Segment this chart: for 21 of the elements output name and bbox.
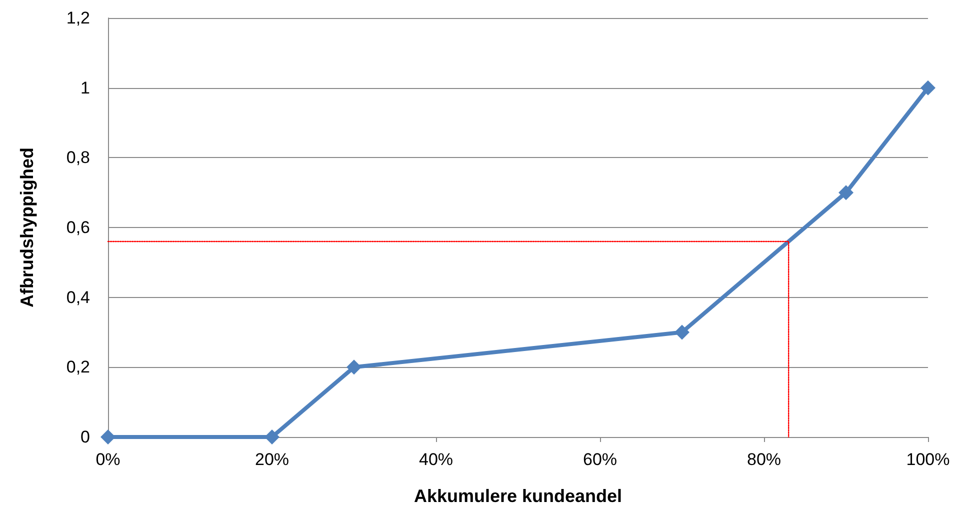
point	[674, 324, 690, 340]
y-tick-label: 0,6	[66, 218, 90, 237]
y-tick-label: 1	[80, 78, 90, 98]
y-axis-title: Afbrudshyppighed	[17, 148, 37, 308]
y-tick-label: 0,2	[66, 358, 90, 377]
point	[264, 430, 280, 444]
x-tick-label: 60%	[582, 450, 618, 469]
y-tick-label: 0,8	[66, 148, 90, 168]
y-tick-label: 0	[80, 428, 90, 446]
x-axis-title: Akkumulere kundeandel	[414, 486, 622, 506]
point	[920, 80, 936, 96]
point	[838, 185, 854, 200]
point	[346, 360, 362, 375]
x-tick-label: 100%	[906, 450, 950, 469]
x-tick-label: 20%	[254, 450, 290, 469]
point	[100, 430, 116, 444]
x-tick-label: 0%	[96, 450, 120, 469]
x-tick-label: 40%	[418, 450, 454, 469]
x-tick-label: 80%	[746, 450, 782, 469]
y-tick-label: 0,4	[66, 288, 90, 307]
y-tick-label: 1,2	[66, 8, 90, 28]
